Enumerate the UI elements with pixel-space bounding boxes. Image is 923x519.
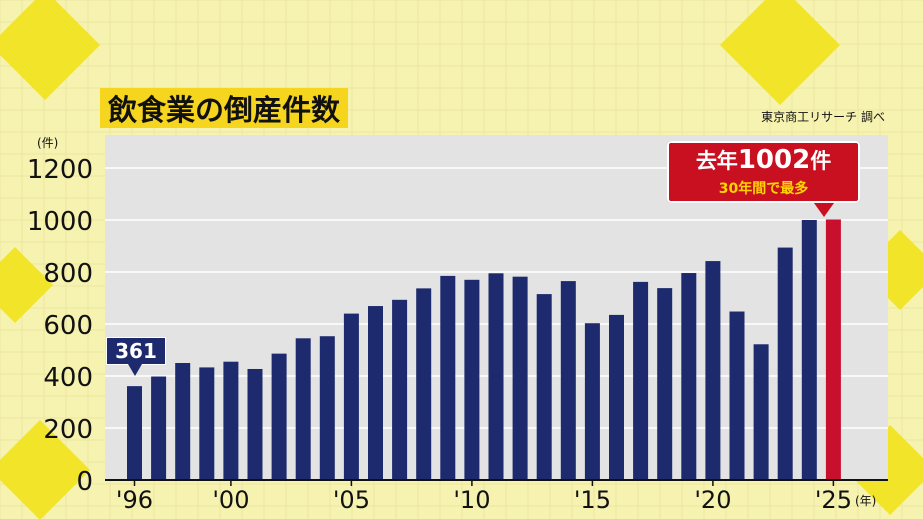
bg-diamond bbox=[720, 0, 840, 105]
bar-2021 bbox=[729, 311, 745, 480]
bar-2005 bbox=[343, 313, 359, 480]
bar-2004 bbox=[319, 336, 335, 480]
bar-1998 bbox=[175, 363, 191, 480]
bar-2024 bbox=[801, 220, 817, 480]
y-tick-label: 1200 bbox=[27, 155, 93, 185]
first-value-pointer bbox=[128, 364, 142, 376]
bar-2002 bbox=[271, 353, 287, 480]
bar-1996 bbox=[127, 386, 142, 480]
bar-2006 bbox=[368, 306, 383, 480]
bar-2019 bbox=[681, 273, 697, 480]
callout-box: 去年1002件 30年間で最多 bbox=[667, 141, 860, 203]
bar-2000 bbox=[223, 361, 239, 480]
bar-2018 bbox=[657, 288, 673, 480]
title-banner: 飲食業の倒産件数 bbox=[100, 88, 349, 128]
y-tick-label: 200 bbox=[43, 415, 93, 445]
bar-2007 bbox=[392, 299, 408, 480]
bar-1997 bbox=[151, 376, 167, 480]
bar-2016 bbox=[609, 314, 624, 480]
bar-2009 bbox=[440, 275, 456, 480]
bar-2003 bbox=[295, 338, 311, 480]
bar-2001 bbox=[247, 368, 263, 480]
bar-2022 bbox=[753, 344, 769, 480]
bg-diamond bbox=[0, 420, 90, 519]
callout-headline: 去年1002件 bbox=[667, 145, 860, 175]
y-tick-label: 0 bbox=[76, 467, 93, 497]
callout-pointer bbox=[814, 203, 834, 217]
bg-diamond bbox=[860, 230, 923, 310]
bar-2015 bbox=[584, 323, 600, 480]
bar-1999 bbox=[199, 367, 215, 480]
bg-diamond bbox=[0, 0, 100, 100]
x-tick-label: '25 bbox=[815, 486, 852, 514]
y-tick-label: 600 bbox=[43, 311, 93, 341]
y-tick-label: 400 bbox=[43, 363, 93, 393]
x-tick-label: '20 bbox=[694, 486, 731, 514]
bar-2010 bbox=[464, 279, 480, 480]
y-tick-label: 800 bbox=[43, 259, 93, 289]
x-tick-label: '05 bbox=[333, 486, 370, 514]
bar-2014 bbox=[560, 281, 576, 480]
x-tick-label: '15 bbox=[574, 486, 611, 514]
y-tick-label: 1000 bbox=[27, 207, 93, 237]
x-unit-label: (年) bbox=[855, 494, 876, 508]
bar-2013 bbox=[536, 294, 552, 480]
callout-suffix: 件 bbox=[810, 149, 832, 173]
callout-subtitle: 30年間で最多 bbox=[718, 181, 809, 197]
bar-2008 bbox=[416, 288, 432, 480]
x-tick-label: '10 bbox=[453, 486, 490, 514]
source-credit: 東京商工リサーチ 調べ bbox=[761, 110, 885, 124]
bar-2025 bbox=[825, 219, 841, 481]
bar-2023 bbox=[777, 247, 793, 480]
x-tick-label: '96 bbox=[116, 486, 153, 514]
bar-2012 bbox=[512, 276, 528, 480]
bg-diamond bbox=[0, 247, 53, 323]
first-value-label: 361 bbox=[106, 337, 166, 365]
callout-prefix: 去年 bbox=[695, 149, 738, 173]
chart-title: 飲食業の倒産件数 bbox=[108, 93, 341, 127]
y-unit-label: (件) bbox=[37, 136, 58, 150]
bar-2020 bbox=[705, 261, 721, 480]
x-tick-label: '00 bbox=[212, 486, 249, 514]
bar-2017 bbox=[633, 281, 649, 480]
bar-2011 bbox=[488, 273, 504, 480]
callout-number: 1002 bbox=[737, 145, 811, 175]
